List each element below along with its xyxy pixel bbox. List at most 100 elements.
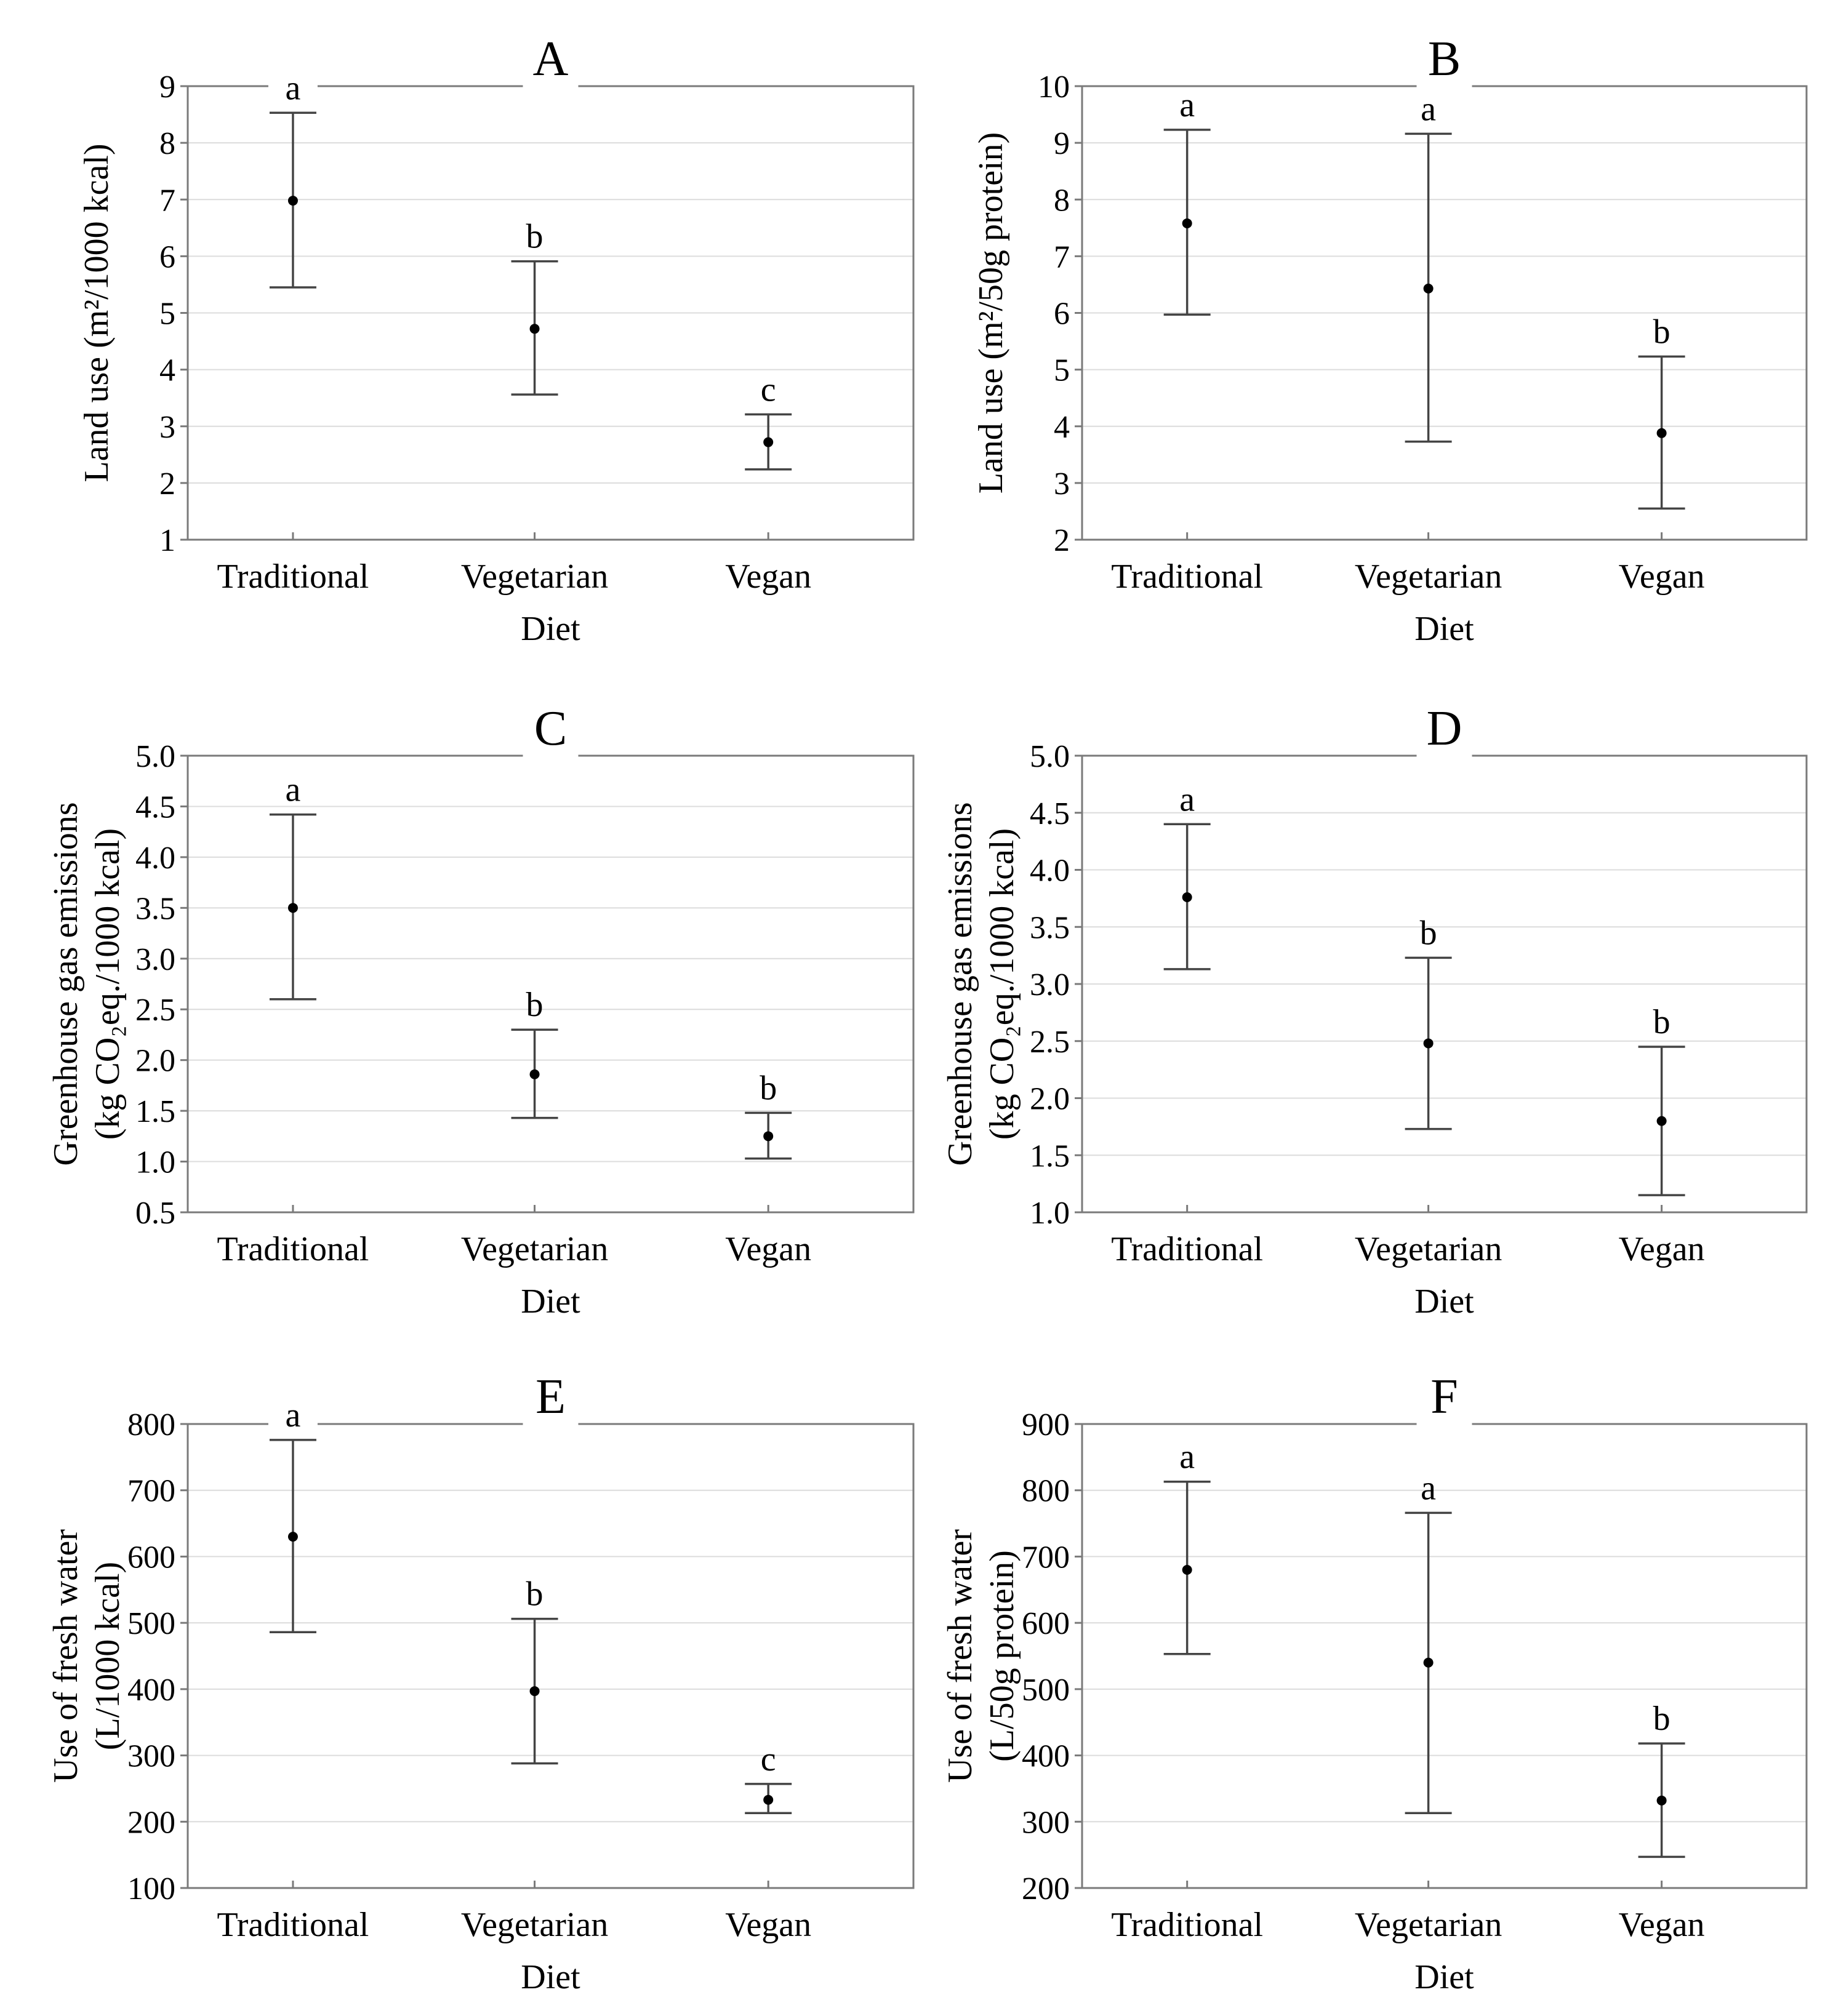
significance-letter: c	[761, 1740, 776, 1778]
y-tick-label: 5	[159, 297, 175, 332]
chart-panel-f: F 200 300 400 500 600 700 800 900 Use of fresh wa…	[941, 1362, 1808, 1996]
mean-point-vegan	[1656, 1116, 1667, 1126]
y-tick-label: 3	[1054, 466, 1070, 502]
mean-point-traditional	[287, 903, 298, 913]
category-label: Vegan	[1619, 558, 1705, 596]
plot-frame	[187, 754, 915, 1214]
significance-letter: a	[286, 69, 301, 107]
category-label: Vegetarian	[461, 1906, 608, 1944]
y-axis-label: (kg CO₂eq./1000 kcal)	[89, 828, 127, 1140]
y-tick-label: 2	[1054, 523, 1070, 558]
y-tick-label: 4.5	[135, 790, 175, 825]
category-label: Vegetarian	[1355, 1906, 1502, 1944]
y-tick-label: 7	[1054, 239, 1070, 274]
y-tick-label: 3.5	[135, 891, 175, 926]
category-label: Traditional	[217, 1230, 369, 1268]
y-tick-label: 2.5	[1030, 1025, 1070, 1060]
chart-panel-a: A 1 2 3 4 5 6 7 8 9 Land use (m²/1000 kcal) Traditi…	[78, 25, 915, 648]
y-tick-label: 7	[159, 183, 175, 218]
mean-point-vegan	[763, 1794, 774, 1805]
y-tick-label: 400	[1022, 1739, 1070, 1774]
y-tick-label: 300	[127, 1739, 175, 1774]
plot-frame	[187, 1423, 915, 1889]
significance-letter: b	[1653, 1700, 1671, 1738]
y-tick-label: 900	[1022, 1407, 1070, 1442]
significance-letter: b	[760, 1069, 777, 1107]
mean-point-vegan	[1656, 428, 1667, 438]
significance-letter: a	[1421, 1469, 1436, 1507]
y-tick-label: 4.0	[135, 841, 175, 876]
chart-panel-e: E 100 200 300 400 500 600 700 800 Use of fresh wa…	[47, 1362, 915, 1996]
y-tick-label: 1	[159, 523, 175, 558]
significance-letter: a	[1421, 90, 1436, 128]
y-tick-label: 8	[1054, 183, 1070, 218]
category-label: Traditional	[1111, 1906, 1263, 1944]
y-tick-label: 8	[159, 126, 175, 161]
category-label: Vegetarian	[461, 558, 608, 596]
mean-point-traditional	[287, 196, 298, 206]
y-axis-label: Land use (m²/1000 kcal)	[78, 143, 116, 482]
significance-letter: b	[1653, 1003, 1671, 1041]
letter-bg	[268, 1396, 318, 1435]
y-axis-label: Land use (m²/50g protein)	[972, 132, 1010, 494]
y-tick-label: 1.5	[135, 1094, 175, 1129]
y-tick-label: 300	[1022, 1805, 1070, 1840]
y-tick-label: 6	[159, 239, 175, 274]
panel-title-bg	[523, 694, 579, 759]
mean-point-vegetarian	[529, 1686, 540, 1697]
significance-letter: b	[526, 986, 543, 1024]
significance-letter: a	[1179, 1438, 1195, 1476]
category-label: Vegan	[725, 1906, 811, 1944]
x-axis-label: Diet	[1414, 1958, 1474, 1996]
y-tick-label: 4	[159, 353, 175, 388]
plot-frame	[1081, 1423, 1808, 1889]
y-tick-label: 1.0	[135, 1145, 175, 1180]
chart-panel-c: C 0.5 1.0 1.5 2.0 2.5 3.0 3.5 4.0 4.5 5.0 Greenhous…	[47, 694, 915, 1321]
y-tick-label: 2	[159, 466, 175, 502]
panel-title: C	[534, 702, 567, 756]
y-tick-label: 400	[127, 1673, 175, 1708]
y-tick-label: 800	[127, 1407, 175, 1442]
y-axis-label: (L/1000 kcal)	[89, 1562, 127, 1750]
y-tick-label: 2.0	[135, 1044, 175, 1079]
x-axis-label: Diet	[521, 1958, 580, 1996]
mean-point-vegetarian	[529, 1069, 540, 1079]
y-tick-label: 1.0	[1030, 1196, 1070, 1231]
y-tick-label: 5	[1054, 353, 1070, 388]
y-tick-label: 500	[1022, 1673, 1070, 1708]
significance-letter: b	[1653, 313, 1671, 351]
significance-letter: c	[761, 370, 776, 409]
panel-title: F	[1430, 1370, 1458, 1424]
mean-point-vegan	[763, 1131, 774, 1142]
x-axis-label: Diet	[1414, 1282, 1474, 1321]
panel-title: D	[1427, 702, 1462, 756]
category-label: Vegan	[1619, 1230, 1705, 1268]
mean-point-traditional	[1182, 218, 1192, 228]
y-tick-label: 600	[127, 1540, 175, 1575]
y-tick-label: 2.0	[1030, 1082, 1070, 1117]
y-tick-label: 2.5	[135, 993, 175, 1028]
y-tick-label: 800	[1022, 1474, 1070, 1509]
y-tick-label: 600	[1022, 1606, 1070, 1641]
y-tick-label: 700	[127, 1474, 175, 1509]
y-tick-label: 3	[159, 410, 175, 445]
category-label: Vegetarian	[461, 1230, 608, 1268]
significance-letter: b	[526, 1575, 543, 1614]
panel-title: A	[533, 32, 569, 86]
x-axis-label: Diet	[521, 1282, 580, 1321]
mean-point-traditional	[287, 1532, 298, 1542]
mean-point-vegetarian	[1423, 283, 1434, 294]
mean-point-vegetarian	[529, 324, 540, 334]
panel-title-bg	[523, 1362, 579, 1427]
y-tick-label: 100	[127, 1871, 175, 1906]
panel-title-bg	[1416, 25, 1472, 89]
y-tick-label: 3.0	[135, 942, 175, 977]
y-tick-label: 9	[159, 70, 175, 105]
chart-panel-d: D 1.0 1.5 2.0 2.5 3.0 3.5 4.0 4.5 5.0 Greenhouse g…	[941, 694, 1808, 1321]
category-label: Vegan	[725, 1230, 811, 1268]
y-tick-label: 4.5	[1030, 796, 1070, 831]
y-tick-label: 700	[1022, 1540, 1070, 1575]
y-axis-label: (kg CO₂eq./1000 kcal)	[983, 828, 1021, 1140]
y-tick-label: 5.0	[135, 739, 175, 774]
